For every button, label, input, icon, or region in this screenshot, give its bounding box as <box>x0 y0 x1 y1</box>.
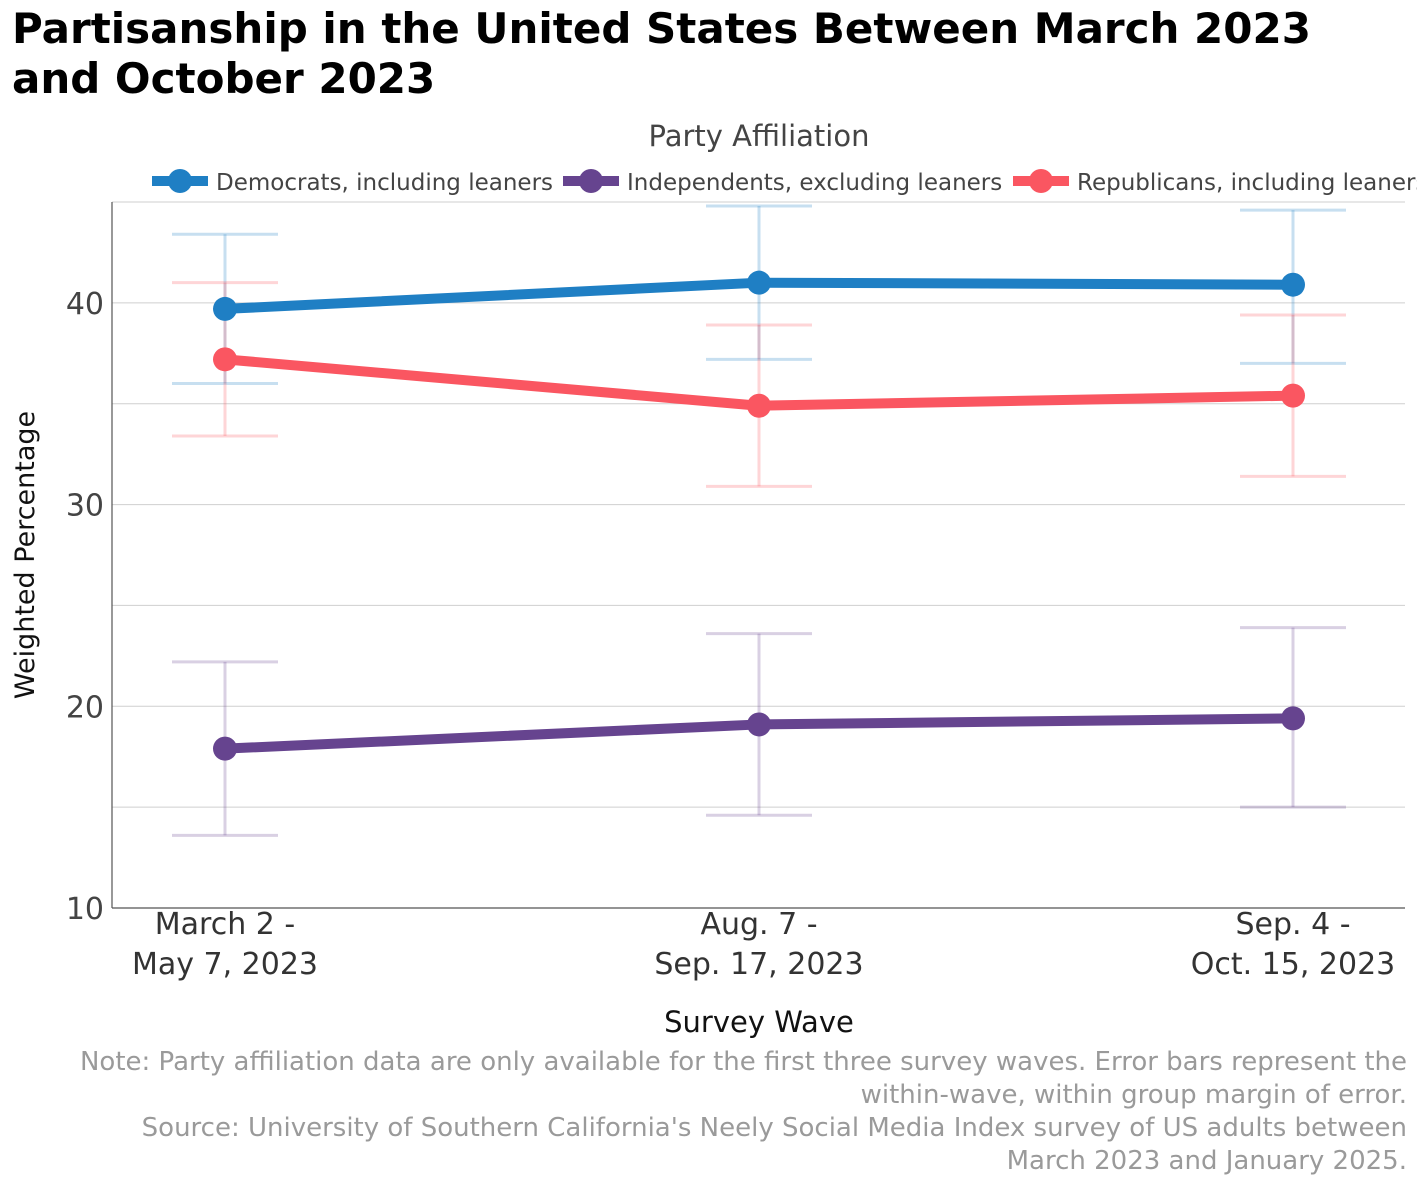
x-tick-label: Sep. 4 -Oct. 15, 2023 <box>1191 907 1396 982</box>
data-point <box>213 347 237 372</box>
chart-title: Partisanship in the United States Betwee… <box>12 4 1311 103</box>
y-tick-labels: 10 20 30 40 <box>66 287 104 927</box>
x-axis-label: Survey Wave <box>664 1005 854 1039</box>
x-tick-label: March 2 -May 7, 2023 <box>132 907 318 982</box>
data-point <box>747 712 771 737</box>
data-point <box>747 270 771 295</box>
data-point <box>747 393 771 418</box>
data-point <box>213 736 237 761</box>
legend-swatch-marker <box>579 169 603 193</box>
source-line: March 2023 and January 2025. <box>1006 1146 1407 1176</box>
y-tick-label: 10 <box>66 892 104 927</box>
legend-swatch-marker <box>1029 169 1053 193</box>
y-tick-label: 40 <box>66 287 104 322</box>
source-line: Source: University of Southern Californi… <box>141 1113 1407 1143</box>
x-tick-label: Aug. 7 -Sep. 17, 2023 <box>654 907 863 982</box>
y-axis-label: Weighted Percentage <box>10 411 41 699</box>
y-tick-label: 30 <box>66 489 104 524</box>
data-point <box>1281 383 1305 408</box>
data-point <box>213 296 237 321</box>
legend: Party Affiliation Democrats, including l… <box>152 119 1417 196</box>
legend-label: Independents, excluding leaners <box>627 170 1002 196</box>
note-line: Note: Party affiliation data are only av… <box>79 1047 1407 1077</box>
axes <box>111 202 1405 909</box>
data-point <box>1281 272 1305 297</box>
legend-title: Party Affiliation <box>649 119 870 153</box>
legend-label: Democrats, including leaners <box>216 170 553 196</box>
data-points <box>213 270 1305 761</box>
chart-note: Note: Party affiliation data are only av… <box>27 1046 1407 1178</box>
data-point <box>1281 706 1305 731</box>
note-line: within-wave, within group margin of erro… <box>860 1080 1407 1110</box>
legend-swatch-marker <box>168 169 192 193</box>
legend-label: Republicans, including leaners <box>1077 170 1417 196</box>
x-tick-labels: March 2 -May 7, 2023 Aug. 7 -Sep. 17, 202… <box>132 907 1395 982</box>
y-tick-label: 20 <box>66 690 104 725</box>
